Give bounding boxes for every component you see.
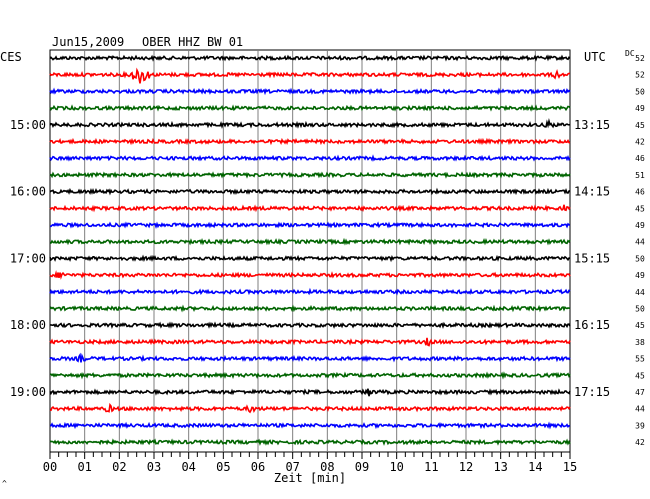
- dc-offset-label: 45: [635, 321, 645, 330]
- dc-offset-label: 49: [635, 271, 645, 280]
- local-time-label: 18:00: [10, 318, 46, 332]
- dc-offset-label: 42: [635, 438, 645, 447]
- trace-line: [49, 137, 571, 146]
- dc-offset-label: 39: [635, 421, 645, 430]
- trace-line: [50, 221, 571, 229]
- x-tick-label: 05: [216, 460, 230, 474]
- x-tick-label: 13: [493, 460, 507, 474]
- trace-line: [49, 204, 571, 213]
- trace-line: [49, 154, 571, 162]
- left-timezone-label: CES: [0, 50, 22, 64]
- utc-time-label: 16:15: [574, 318, 610, 332]
- x-tick-label: 14: [528, 460, 542, 474]
- trace-line: [49, 187, 571, 196]
- trace-line: [49, 402, 571, 414]
- utc-time-label: 13:15: [574, 118, 610, 132]
- utc-time-labels: 13:15 14:15 15:15 16:15 17:15: [574, 118, 610, 399]
- x-tick-label: 09: [355, 460, 369, 474]
- trace-line: [49, 118, 571, 129]
- x-tick-label: 12: [459, 460, 473, 474]
- trace-line: [49, 87, 571, 96]
- local-time-label: 16:00: [10, 185, 46, 199]
- trace-line: [49, 287, 571, 296]
- trace-line: [49, 337, 571, 347]
- trace-line: [49, 270, 571, 280]
- corner-mark: ^: [2, 479, 7, 488]
- x-tick-label: 06: [251, 460, 265, 474]
- x-tick-label: 15: [563, 460, 577, 474]
- x-tick-label: 01: [77, 460, 91, 474]
- trace-line: [49, 371, 571, 380]
- trace-line: [49, 388, 571, 397]
- dc-offset-label: 49: [635, 221, 645, 230]
- trace-line: [49, 171, 571, 179]
- trace-line: [49, 237, 571, 246]
- dc-offset-label: 52: [635, 54, 645, 63]
- x-tick-label: 08: [320, 460, 334, 474]
- dc-offset-label: 46: [635, 188, 645, 197]
- x-tick-label: 03: [147, 460, 161, 474]
- trace-line: [49, 438, 571, 446]
- trace-line: [49, 104, 571, 112]
- trace-line: [49, 421, 571, 430]
- dc-offset-label: 51: [635, 171, 645, 180]
- dc-offset-label: 45: [635, 371, 645, 380]
- utc-time-label: 14:15: [574, 185, 610, 199]
- dc-offset-label: 50: [635, 305, 645, 314]
- station-label: OBER HHZ BW 01: [142, 35, 243, 49]
- dc-offset-label: 52: [635, 71, 645, 80]
- utc-time-label: 15:15: [574, 251, 610, 265]
- dc-offset-label: 45: [635, 204, 645, 213]
- dc-offset-label: 44: [635, 288, 645, 297]
- dc-label: DC: [625, 49, 635, 58]
- dc-offset-label: 50: [635, 87, 645, 96]
- trace-line: [49, 304, 571, 313]
- trace-line: [49, 352, 571, 363]
- local-time-label: 15:00: [10, 118, 46, 132]
- x-axis: 00 01 02 03 04 05 06 07 08 09 10 11 12 13 14 15: [43, 452, 577, 474]
- trace-line: [49, 67, 570, 84]
- trace-line: [49, 254, 570, 263]
- local-time-label: 17:00: [10, 251, 46, 265]
- dc-offset-label: 44: [635, 405, 645, 414]
- trace-line: [49, 54, 571, 62]
- dc-offset-label: 38: [635, 338, 645, 347]
- local-time-labels: 15:00 16:00 17:00 18:00 19:00: [10, 118, 46, 399]
- x-axis-label: Zeit [min]: [274, 471, 346, 485]
- dc-offset-label: 55: [635, 355, 645, 364]
- x-tick-label: 07: [285, 460, 299, 474]
- dc-offset-label: 44: [635, 238, 645, 247]
- grid: [49, 49, 571, 453]
- dc-offset-label: 45: [635, 121, 645, 130]
- traces: [49, 54, 571, 446]
- utc-time-label: 17:15: [574, 385, 610, 399]
- right-timezone-label: UTC: [584, 50, 606, 64]
- x-tick-label: 00: [43, 460, 57, 474]
- trace-line: [49, 321, 571, 330]
- dc-offset-label: 42: [635, 138, 645, 147]
- x-tick-label: 11: [424, 460, 438, 474]
- dc-offset-labels: 52 52 50 49 45 42 46 51 46 45 49 44 50 49 44 50 45 38 55 45…: [635, 54, 645, 447]
- x-tick-label: 10: [389, 460, 403, 474]
- x-tick-label: 04: [181, 460, 195, 474]
- date-label: Jun15,2009: [52, 35, 124, 49]
- local-time-label: 19:00: [10, 385, 46, 399]
- dc-offset-label: 49: [635, 104, 645, 113]
- dc-offset-label: 47: [635, 388, 645, 397]
- dc-offset-label: 46: [635, 154, 645, 163]
- x-tick-label: 02: [112, 460, 126, 474]
- dc-offset-label: 50: [635, 254, 645, 263]
